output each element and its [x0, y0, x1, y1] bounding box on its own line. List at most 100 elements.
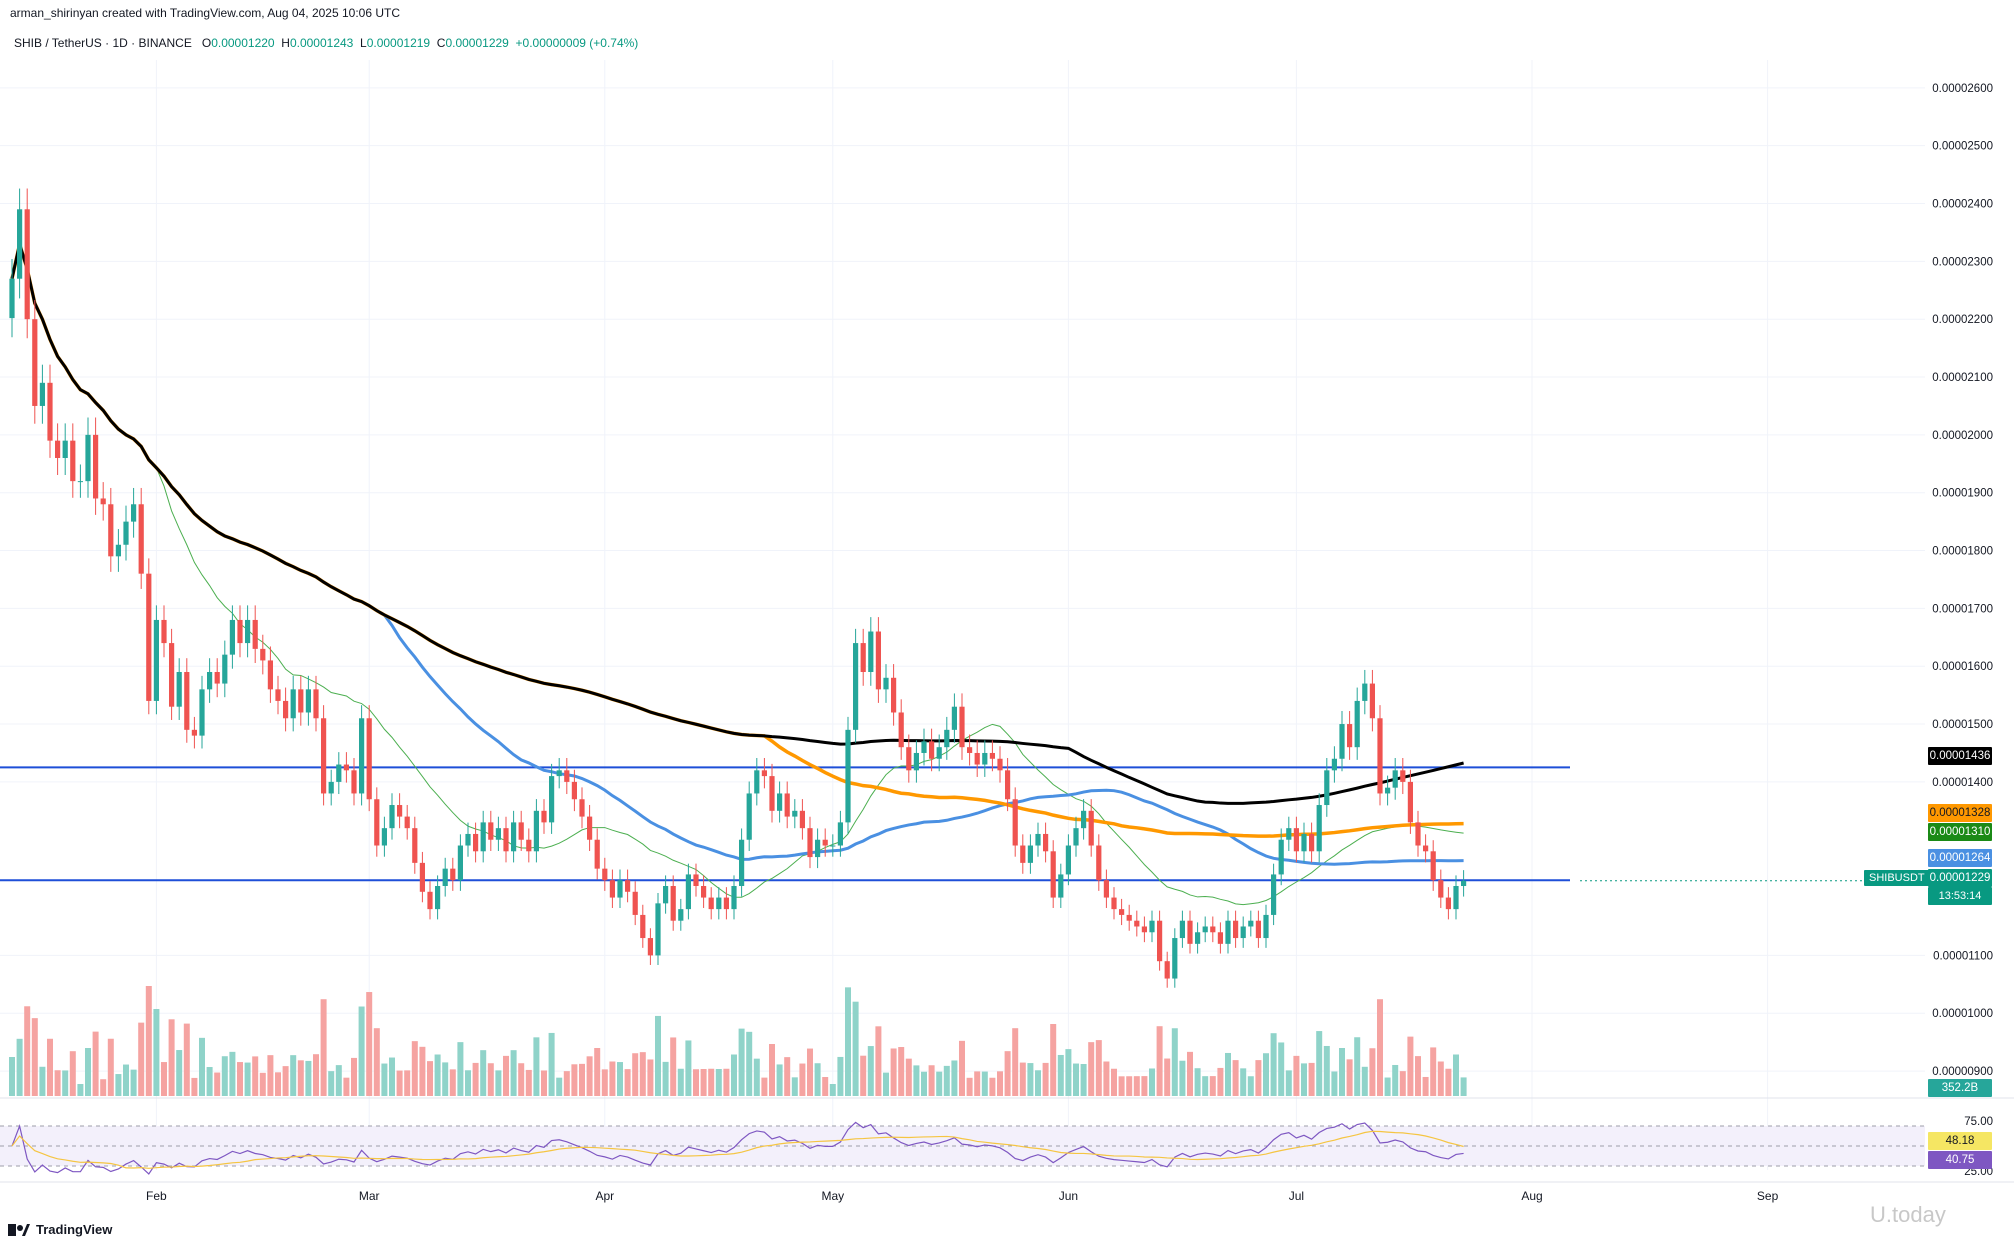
candle-body: [678, 909, 684, 921]
horizontal-levels: [0, 766, 1925, 882]
rsi-panel: 75.00 25.00: [0, 1116, 1993, 1178]
volume-bar: [1308, 1062, 1315, 1096]
candle-body: [1035, 833, 1041, 846]
volume-bar: [252, 1056, 259, 1096]
candle-body: [815, 839, 821, 858]
volume-bar: [1354, 1037, 1361, 1096]
volume-bar: [845, 987, 851, 1096]
candle-body: [997, 758, 1003, 771]
volume-bar: [54, 1070, 61, 1096]
volume-bar: [396, 1070, 403, 1096]
close-label: C: [436, 36, 446, 50]
candle-body: [412, 828, 418, 863]
rsi-ma-tag: 48.18: [1928, 1132, 1992, 1150]
volume-bar: [229, 1051, 236, 1096]
symbol-ohlc-legend[interactable]: SHIB / TetherUS · 1D · BINANCE O0.000012…: [14, 36, 638, 50]
candle-body: [1058, 874, 1064, 898]
candle-body: [784, 793, 790, 817]
candle-body: [1233, 920, 1239, 939]
price-tick-label: 0.00002200: [1932, 314, 1993, 326]
volume-bar: [1331, 1071, 1338, 1096]
candle-body: [1354, 700, 1360, 748]
candle-body: [191, 729, 197, 736]
candle-body: [731, 886, 737, 910]
ma50-line: [10, 238, 1464, 866]
volume-bar: [738, 1028, 745, 1096]
candle-body: [822, 839, 828, 846]
rsi-tick-label: 25.00: [1964, 1166, 1993, 1178]
volume-bar: [647, 1059, 654, 1096]
volume-bar: [959, 1040, 965, 1096]
volume-bar: [1339, 1048, 1345, 1096]
volume-bar: [16, 1038, 23, 1096]
price-tick-label: 0.00001100: [1933, 950, 1993, 962]
candle-body: [906, 747, 912, 771]
volume-bar: [328, 1071, 335, 1096]
volume-bar: [1088, 1042, 1095, 1096]
volume-bar: [130, 1069, 137, 1096]
candle-body: [1445, 897, 1451, 910]
candle-body: [457, 845, 463, 881]
ma200-line: [10, 238, 1464, 805]
volume-bar: [1187, 1051, 1193, 1096]
candle-body: [207, 672, 213, 690]
volume-bar: [1171, 1028, 1178, 1096]
volume-bar: [860, 1055, 867, 1096]
volume-bar: [1095, 1040, 1102, 1096]
low-value: 0.00001219: [366, 36, 431, 50]
candle-body: [1438, 880, 1444, 898]
volume-bar: [85, 1048, 91, 1096]
candle-body: [336, 764, 342, 782]
volume-bar: [1164, 1058, 1171, 1096]
candle-body: [769, 776, 775, 811]
candlesticks: [9, 188, 1467, 988]
volume-bar: [1407, 1036, 1414, 1096]
candle-body: [473, 833, 479, 852]
candle-body: [891, 677, 897, 713]
price-tick-label: 0.00001400: [1932, 777, 1993, 789]
candle-body: [754, 770, 760, 794]
candle-body: [526, 839, 532, 852]
candle-body: [427, 891, 433, 910]
volume-bar: [518, 1063, 525, 1096]
volume-bar: [1225, 1052, 1231, 1096]
candle-body: [442, 868, 448, 886]
candle-body: [435, 886, 441, 910]
volume-bar: [563, 1071, 570, 1096]
volume-bar: [320, 999, 327, 1096]
candle-body: [313, 689, 319, 719]
high-label: H: [281, 36, 290, 50]
candle-body: [1149, 920, 1155, 933]
volume-bar: [138, 1022, 145, 1096]
candle-body: [1073, 828, 1079, 846]
candle-body: [830, 845, 836, 847]
candle-body: [685, 874, 691, 910]
candle-body: [655, 903, 661, 956]
candle-body: [1081, 810, 1087, 829]
candle-body: [617, 880, 623, 898]
candle-body: [381, 828, 387, 846]
volume-bar: [799, 1063, 806, 1096]
tradingview-logo[interactable]: TradingView: [8, 1222, 112, 1237]
candle-body: [1217, 932, 1223, 944]
volume-bar: [1422, 1076, 1429, 1096]
volume-bar: [503, 1055, 509, 1096]
price-axis: 0.00002600 0.00002500 0.00002400 0.00002300…: [1932, 83, 1993, 1078]
volume-bar: [1415, 1056, 1421, 1096]
volume-bar: [746, 1031, 753, 1096]
volume-bar: [221, 1056, 228, 1096]
volume-bar: [905, 1058, 912, 1096]
time-tick-label: Apr: [595, 1189, 614, 1203]
volume-bar: [586, 1056, 593, 1096]
volume-bar: [541, 1070, 547, 1096]
open-label: O: [201, 36, 212, 50]
candle-body: [1377, 718, 1383, 794]
last-price-tag: 0.00001229: [1928, 869, 1992, 887]
volume-bar: [442, 1062, 449, 1096]
price-tick-label: 0.00001700: [1932, 603, 1993, 615]
candle-body: [1301, 833, 1307, 852]
candle-body: [374, 799, 380, 846]
volume-bar: [1270, 1033, 1277, 1096]
volume-bar: [107, 1038, 114, 1096]
